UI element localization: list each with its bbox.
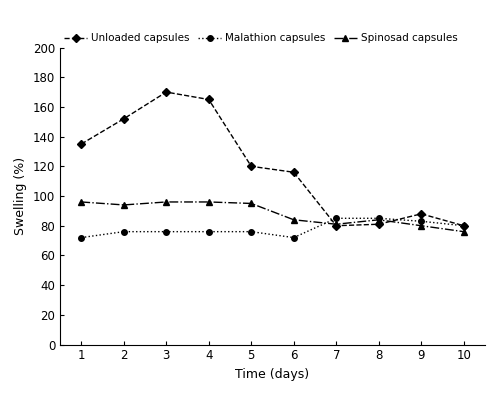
Unloaded capsules — [248, 164, 254, 169]
Line: Spinosad capsules: Spinosad capsules — [78, 199, 466, 234]
Spinosad capsules — [291, 217, 297, 222]
Malathion capsules — [248, 229, 254, 234]
Spinosad capsules — [121, 202, 127, 208]
Spinosad capsules — [206, 200, 212, 204]
Malathion capsules — [121, 229, 127, 234]
Unloaded capsules — [206, 97, 212, 102]
Malathion capsules — [163, 229, 169, 234]
Unloaded capsules — [163, 89, 169, 94]
Malathion capsules — [206, 229, 212, 234]
Line: Unloaded capsules: Unloaded capsules — [78, 89, 466, 228]
Spinosad capsules — [78, 200, 84, 204]
Unloaded capsules — [121, 116, 127, 121]
Malathion capsules — [333, 216, 339, 221]
Unloaded capsules — [291, 170, 297, 175]
Malathion capsules — [376, 216, 382, 221]
Malathion capsules — [78, 235, 84, 240]
Spinosad capsules — [333, 222, 339, 227]
Malathion capsules — [418, 219, 424, 224]
X-axis label: Time (days): Time (days) — [236, 368, 310, 381]
Spinosad capsules — [418, 223, 424, 228]
Legend: Unloaded capsules, Malathion capsules, Spinosad capsules: Unloaded capsules, Malathion capsules, S… — [60, 29, 462, 48]
Unloaded capsules — [333, 223, 339, 228]
Unloaded capsules — [78, 142, 84, 147]
Spinosad capsules — [248, 201, 254, 206]
Unloaded capsules — [418, 211, 424, 216]
Malathion capsules — [461, 223, 467, 228]
Y-axis label: Swelling (%): Swelling (%) — [14, 157, 27, 235]
Unloaded capsules — [376, 222, 382, 227]
Malathion capsules — [291, 235, 297, 240]
Spinosad capsules — [163, 200, 169, 204]
Spinosad capsules — [376, 217, 382, 222]
Line: Malathion capsules: Malathion capsules — [78, 215, 466, 240]
Unloaded capsules — [461, 223, 467, 228]
Spinosad capsules — [461, 229, 467, 234]
